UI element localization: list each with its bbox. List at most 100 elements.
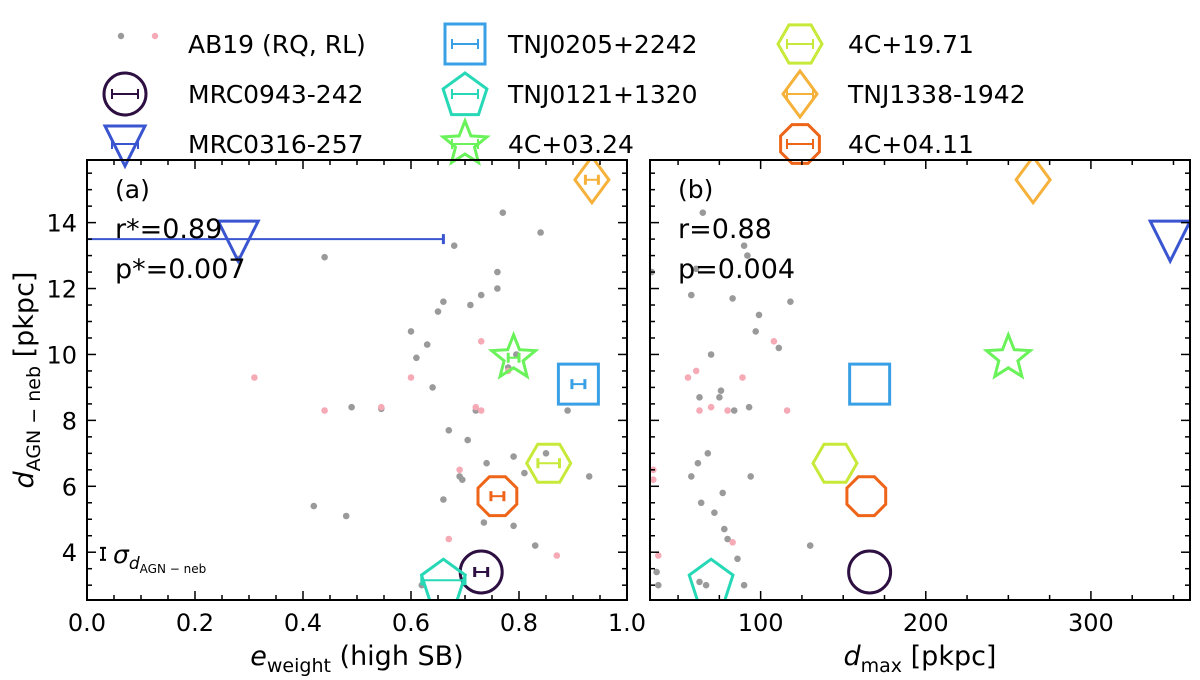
y-tick-label: 10 — [46, 341, 77, 369]
rq-point — [755, 311, 763, 319]
rl-point — [770, 338, 778, 345]
marker-mrc0316-257 — [1147, 219, 1190, 265]
legend-marker-4c-19-71 — [776, 23, 824, 65]
rq-point — [724, 535, 731, 543]
panel-a-stat: p*=0.007 — [115, 254, 246, 285]
x-tick-label: 0.2 — [176, 609, 214, 637]
y-tick-label: 4 — [62, 539, 77, 567]
y-tick-label: 12 — [46, 276, 77, 304]
rq-point — [752, 328, 759, 335]
rq-point — [702, 581, 710, 589]
rq-point — [434, 308, 442, 315]
legend-marker-tnj0205-2242 — [443, 22, 487, 66]
rq-point — [450, 242, 458, 249]
rq-point — [321, 253, 328, 261]
legend-marker-mrc0316-257 — [102, 124, 148, 170]
y-axis-label: dAGN − neb [pkpc] — [9, 272, 45, 489]
rl-point — [655, 552, 662, 559]
marker-tnj1338-1942 — [573, 160, 611, 206]
rq-point — [697, 499, 705, 507]
rl-point — [783, 407, 791, 414]
typical-error-label: σdAGN − neb — [113, 540, 206, 576]
marker-tnj0205-2242 — [556, 362, 600, 406]
panel-b: 100 200 300 (b) r=0.88 p=0.004 dmax [pkpc] — [649, 159, 1191, 677]
rl-point — [692, 367, 700, 375]
marker-4c-03-24 — [487, 330, 540, 380]
rq-point — [542, 450, 550, 457]
legend-label-4c-03-24: 4C+03.24 — [508, 130, 634, 159]
panel-a-plot-area — [87, 160, 611, 600]
rl-point — [251, 374, 258, 381]
rq-point — [688, 291, 695, 299]
legend: AB19 (RQ, RL) MRC0943-242 MRC0316-257 TNJ02… — [102, 22, 1026, 170]
rq-point — [494, 268, 501, 276]
rq-point — [806, 542, 814, 549]
rq-point — [696, 394, 703, 401]
rl-point — [477, 338, 485, 345]
rq-point — [707, 351, 715, 358]
rq-point — [653, 568, 660, 576]
rq-point — [537, 229, 544, 236]
rq-point — [716, 394, 723, 401]
rl-point — [729, 539, 736, 546]
rl-point — [407, 374, 415, 381]
rl-point — [684, 374, 692, 381]
x-tick-label: 0.4 — [284, 609, 322, 637]
rl-point — [321, 407, 328, 414]
panel-b-stat: p=0.004 — [678, 254, 795, 285]
rq-point — [729, 295, 736, 302]
rq-point — [734, 555, 741, 563]
rq-point — [440, 496, 447, 503]
x-tick-label: 1.0 — [608, 609, 646, 637]
x-tick-label: 0.6 — [392, 609, 430, 637]
rq-point — [407, 328, 415, 335]
rq-point — [745, 403, 753, 411]
rq-point — [494, 285, 501, 292]
rq-point — [413, 354, 420, 362]
rq-point — [694, 459, 702, 467]
marker-4c-19-71 — [524, 442, 573, 484]
panel-a-label: (a) — [115, 175, 150, 204]
rl-point — [445, 535, 453, 543]
rl-point — [739, 374, 746, 381]
legend-label-4c-19-71: 4C+19.71 — [848, 30, 974, 59]
y-tick-label: 6 — [62, 473, 77, 501]
legend-marker-mrc0943-242 — [102, 71, 148, 117]
legend-marker-tnj1338-1942 — [781, 68, 819, 120]
rq-point — [775, 344, 783, 352]
rq-point — [655, 581, 662, 589]
y-tick-label: 14 — [46, 210, 77, 238]
rl-point — [707, 403, 715, 411]
marker-tnj0205-2242 — [848, 362, 892, 406]
panel-b-stat: r=0.88 — [678, 214, 772, 245]
rq-point — [744, 252, 751, 259]
rl-point — [724, 407, 731, 414]
rl-point — [553, 552, 561, 559]
x-tick-label: 200 — [903, 609, 949, 637]
rq-point — [688, 473, 695, 480]
rq-point — [721, 525, 728, 533]
rq-point — [480, 519, 488, 526]
panel-a-stat: r*=0.89 — [115, 214, 222, 245]
legend-label-4c-04-11: 4C+04.11 — [848, 130, 974, 159]
rq-point — [348, 403, 355, 411]
rl-point — [472, 403, 480, 411]
rq-point — [467, 301, 474, 309]
legend-label-tnj0205-2242: TNJ0205+2242 — [507, 30, 698, 59]
panel-b-frame — [649, 159, 1191, 601]
x-tick-label: 100 — [738, 609, 784, 637]
marker-mrc0943-242 — [847, 549, 893, 595]
rq-point — [429, 384, 436, 391]
legend-marker-4c-03-24 — [439, 116, 491, 166]
rl-point — [650, 476, 657, 484]
rq-point — [564, 407, 571, 414]
rq-point — [717, 387, 725, 395]
rq-point — [699, 209, 707, 216]
legend-marker-rq — [117, 32, 125, 40]
rq-point — [585, 473, 593, 480]
legend-marker-tnj0121-1320 — [441, 71, 489, 117]
rq-point — [692, 265, 700, 273]
rl-point — [477, 407, 485, 414]
rq-point — [510, 522, 517, 530]
